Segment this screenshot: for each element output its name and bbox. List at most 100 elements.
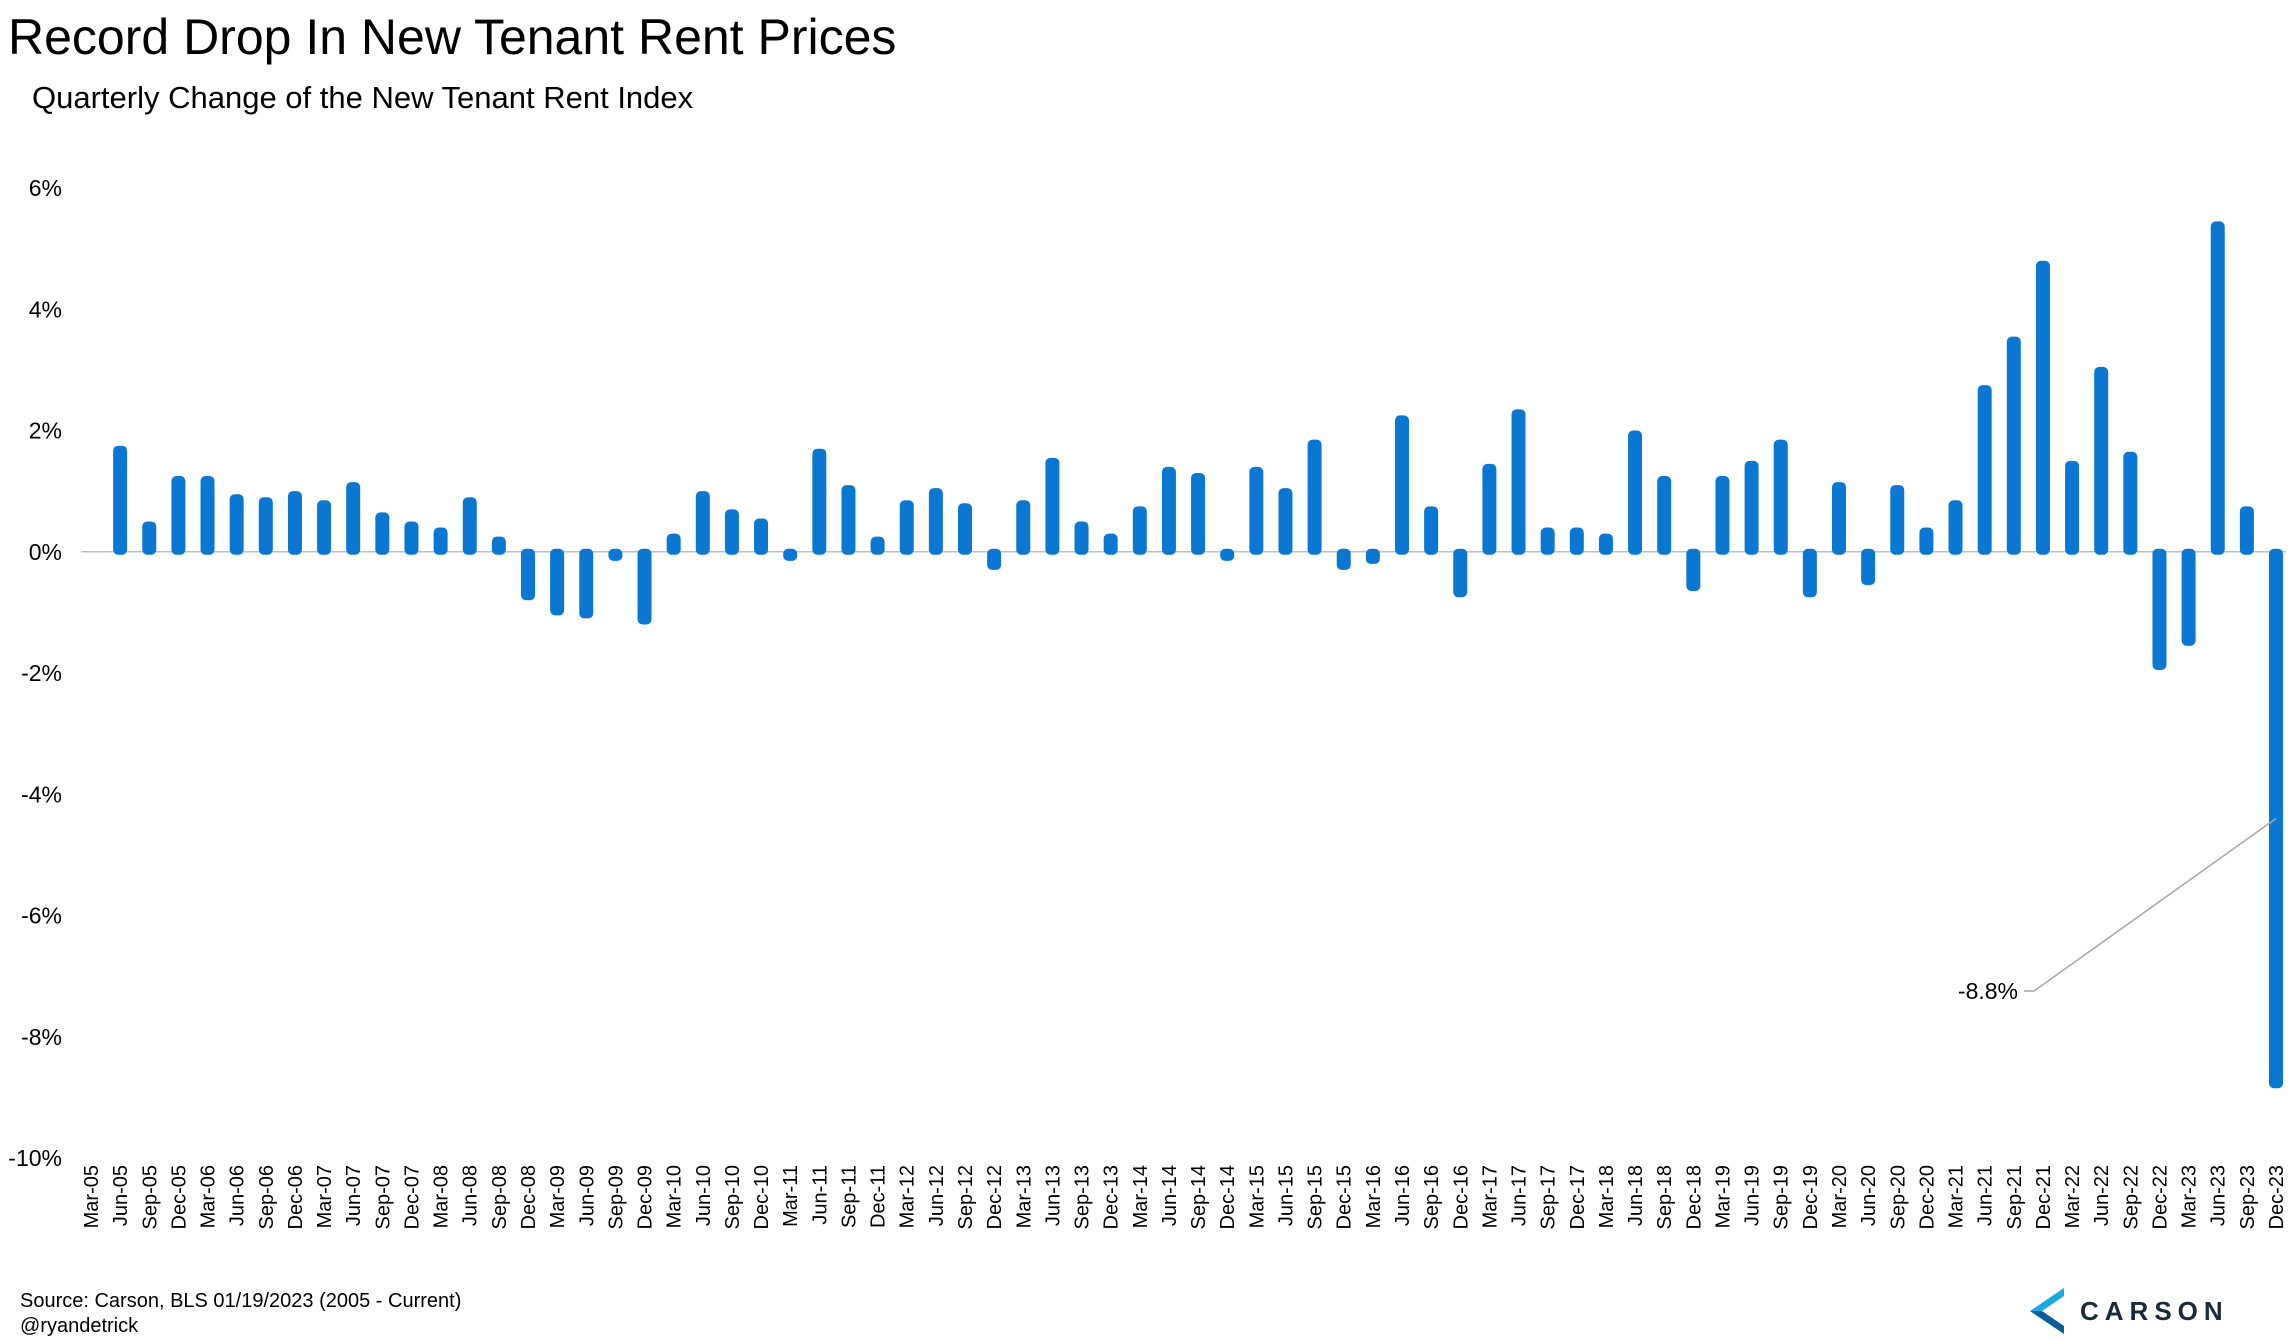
carson-logo: CARSON bbox=[2030, 1288, 2229, 1334]
bar bbox=[1598, 533, 1613, 555]
x-tick-label: Mar-15 bbox=[1246, 1165, 1268, 1228]
bar bbox=[899, 500, 914, 555]
bar bbox=[579, 548, 594, 619]
y-tick-label: -10% bbox=[8, 1145, 62, 1171]
bar bbox=[1161, 466, 1176, 555]
x-tick-label: Jun-13 bbox=[1042, 1165, 1064, 1226]
x-tick-label: Sep-11 bbox=[838, 1165, 860, 1228]
x-tick-label: Dec-19 bbox=[1800, 1165, 1822, 1229]
bar bbox=[1103, 533, 1118, 555]
annotation-leader-line bbox=[2024, 817, 2277, 992]
bar bbox=[433, 527, 448, 555]
bar bbox=[1802, 548, 1817, 598]
bar bbox=[1861, 548, 1876, 586]
bar bbox=[958, 503, 972, 555]
x-tick-label: Mar-08 bbox=[431, 1165, 453, 1228]
bar bbox=[346, 482, 361, 555]
y-tick-label: 2% bbox=[29, 418, 62, 444]
bar bbox=[2152, 548, 2167, 670]
y-tick-label: -6% bbox=[21, 903, 62, 929]
bar bbox=[2094, 366, 2109, 555]
x-tick-label: Jun-09 bbox=[576, 1165, 598, 1226]
bar bbox=[1657, 476, 1672, 555]
bar bbox=[1773, 439, 1788, 555]
bar bbox=[200, 476, 215, 555]
x-tick-label: Mar-11 bbox=[780, 1165, 802, 1227]
x-tick-label: Mar-05 bbox=[81, 1165, 103, 1228]
bar bbox=[1948, 500, 1963, 555]
x-tick-label: Mar-20 bbox=[1829, 1165, 1851, 1228]
x-tick-label: Mar-09 bbox=[547, 1165, 569, 1228]
chart-subtitle: Quarterly Change of the New Tenant Rent … bbox=[32, 80, 694, 115]
x-tick-label: Dec-05 bbox=[168, 1165, 190, 1229]
bar bbox=[1482, 463, 1497, 555]
bar bbox=[783, 548, 798, 561]
x-tick-label: Sep-15 bbox=[1305, 1165, 1327, 1230]
bar bbox=[1220, 548, 1235, 561]
x-tick-label: Dec-09 bbox=[635, 1165, 657, 1229]
x-tick-label: Mar-18 bbox=[1596, 1165, 1618, 1228]
bar bbox=[987, 548, 1002, 570]
x-tick-label: Mar-19 bbox=[1712, 1165, 1734, 1228]
x-tick-label: Jun-08 bbox=[460, 1165, 482, 1226]
x-tick-label: Sep-17 bbox=[1538, 1165, 1560, 1230]
x-tick-label: Dec-21 bbox=[2033, 1165, 2055, 1229]
bar bbox=[550, 548, 565, 616]
x-tick-label: Mar-13 bbox=[1013, 1165, 1035, 1228]
x-tick-label: Dec-18 bbox=[1683, 1165, 1705, 1229]
bar bbox=[724, 509, 739, 555]
bar bbox=[841, 485, 856, 555]
x-tick-label: Jun-22 bbox=[2091, 1165, 2113, 1226]
author-handle: @ryandetrick bbox=[20, 1315, 139, 1337]
x-tick-label: Jun-23 bbox=[2208, 1165, 2230, 1226]
bar bbox=[1540, 527, 1555, 555]
y-tick-label: -4% bbox=[21, 781, 62, 807]
x-tick-label: Jun-19 bbox=[1742, 1165, 1764, 1226]
x-tick-label: Sep-07 bbox=[372, 1165, 394, 1230]
x-tick-label: Sep-10 bbox=[722, 1165, 744, 1230]
x-tick-label: Jun-11 bbox=[809, 1165, 831, 1225]
bar bbox=[1016, 500, 1031, 555]
x-tick-label: Dec-08 bbox=[518, 1165, 540, 1229]
bar bbox=[754, 518, 769, 555]
x-tick-label: Jun-07 bbox=[343, 1165, 365, 1226]
x-tick-label: Sep-12 bbox=[955, 1165, 977, 1230]
x-tick-label: Jun-16 bbox=[1392, 1165, 1414, 1226]
annotation-label: -8.8% bbox=[1958, 978, 2018, 1004]
bar bbox=[229, 494, 244, 555]
x-tick-label: Jun-10 bbox=[693, 1165, 715, 1226]
bar bbox=[171, 476, 186, 555]
bar bbox=[1715, 476, 1730, 555]
bar bbox=[258, 497, 273, 555]
x-tick-label: Sep-19 bbox=[1771, 1165, 1793, 1230]
x-tick-label: Jun-20 bbox=[1858, 1165, 1880, 1226]
chart-title: Record Drop In New Tenant Rent Prices bbox=[8, 9, 897, 65]
x-tick-label: Dec-11 bbox=[868, 1165, 890, 1228]
bar bbox=[1919, 527, 1934, 555]
bar bbox=[1890, 485, 1905, 555]
x-tick-label: Jun-18 bbox=[1625, 1165, 1647, 1226]
bar bbox=[812, 448, 827, 555]
bar bbox=[1336, 548, 1351, 570]
bar bbox=[317, 500, 332, 555]
bar bbox=[2035, 260, 2050, 555]
bar bbox=[491, 536, 506, 555]
bar bbox=[1395, 415, 1409, 555]
bar bbox=[1977, 385, 1992, 555]
bar bbox=[1307, 439, 1322, 555]
bar bbox=[666, 533, 681, 555]
x-tick-label: Sep-22 bbox=[2120, 1165, 2142, 1230]
x-tick-label: Mar-16 bbox=[1363, 1165, 1385, 1228]
x-tick-label: Sep-20 bbox=[1887, 1165, 1909, 1230]
x-tick-label: Dec-12 bbox=[984, 1165, 1006, 1229]
bar bbox=[2210, 221, 2225, 555]
y-tick-label: -2% bbox=[21, 660, 62, 686]
x-tick-label: Sep-16 bbox=[1421, 1165, 1443, 1230]
bar bbox=[2123, 451, 2138, 555]
bar bbox=[1511, 409, 1526, 555]
x-tick-label: Dec-20 bbox=[1916, 1165, 1938, 1229]
x-tick-label: Mar-12 bbox=[897, 1165, 919, 1228]
x-tick-label: Sep-13 bbox=[1072, 1165, 1094, 1230]
bar bbox=[1249, 466, 1264, 555]
bar bbox=[287, 491, 302, 555]
